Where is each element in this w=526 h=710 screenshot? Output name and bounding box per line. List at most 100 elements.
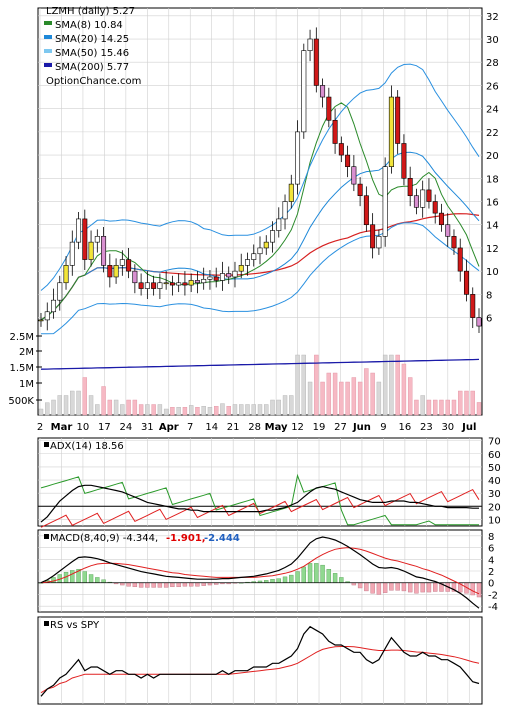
macd-hist-bar-25 [195,582,200,587]
candle-body-17 [144,282,150,289]
volume-bar-2 [51,399,56,416]
x-tick-4: 24 [119,422,132,433]
volume-bar-9 [95,404,100,416]
rs-panel-frame [37,616,483,705]
volume-bar-17 [145,404,150,416]
price-y-tick-13: 32 [486,12,499,23]
macd-hist-bar-22 [176,582,181,588]
candle-body-49 [345,154,351,167]
candle-body-55 [382,166,388,237]
volume-bar-41 [295,354,300,416]
macd-hist-bar-52 [364,582,369,592]
candle-body-13 [119,259,125,266]
volume-tick-1: 1M [19,379,34,390]
candle-body-51 [357,183,363,197]
volume-bar-45 [320,381,325,416]
sma8-line [40,102,480,321]
volume-bar-14 [126,399,131,416]
sma200-line [40,358,480,370]
legend-label-1: SMA(8) 10.84 [55,20,123,31]
candle-body-25 [194,280,200,284]
macd-hist-bar-15 [132,582,138,588]
macd-hist-bar-45 [320,564,325,583]
volume-bar-67 [458,390,463,416]
macd-hist-bar-39 [282,576,288,583]
macd-hist-bar-48 [339,577,344,583]
legend-label-4: SMA(200) 5.77 [55,62,129,73]
macd-hist-bar-44 [314,563,319,583]
macd-hist-bar-43 [307,563,313,583]
volume-bar-19 [157,404,163,416]
candle-body-10 [101,236,107,266]
macd-y-tick-6: 8 [488,532,494,543]
macd-hist-bar-62 [426,582,432,593]
candle-body-2 [51,299,57,313]
macd-legend-label-0: MACD(8,40,9) -4.344, [50,533,158,544]
candle-body-42 [301,50,307,133]
candle-body-47 [332,119,338,144]
volume-bar-22 [176,407,181,416]
macd-hist-bar-26 [201,582,206,586]
volume-bar-27 [207,407,213,416]
rs-legend-swatch [44,621,49,626]
volume-bar-62 [426,399,432,416]
volume-bar-35 [257,404,263,416]
volume-bar-26 [201,406,206,416]
macd-hist-bar-24 [188,582,194,587]
volume-bar-64 [439,399,444,416]
price-y-tick-3: 12 [486,244,499,255]
volume-bar-32 [239,404,244,416]
macd-y-tick-4: 4 [488,555,494,566]
candle-body-37 [270,230,276,243]
volume-bar-18 [151,404,156,416]
candle-body-23 [182,282,188,286]
candle-body-63 [432,201,438,214]
candle-body-18 [151,282,157,289]
candle-body-66 [451,236,457,249]
macd-hist-bar-58 [401,582,407,592]
legend-label-3: SMA(50) 15.46 [55,48,129,59]
x-tick-3: 17 [98,422,111,433]
volume-bar-25 [195,407,200,416]
volume-bar-58 [401,363,407,416]
price-y-tick-7: 20 [486,151,499,162]
macd-hist-bar-57 [395,582,400,591]
candle-body-19 [157,282,163,289]
upper-band-line [40,63,480,291]
macd-hist-bar-59 [407,582,413,593]
x-tick-11: May [265,422,288,433]
macd-hist-bar-8 [88,574,94,583]
volume-bar-33 [245,404,250,416]
price-y-tick-2: 10 [486,267,499,278]
adx-legend-label: ADX(14) 18.56 [50,441,124,452]
candle-body-27 [207,276,213,280]
candle-body-1 [44,311,50,321]
rs-line [40,625,480,697]
macd-hist-bar-18 [151,582,156,588]
macd-hist-bar-41 [295,571,300,583]
volume-bar-68 [464,390,469,416]
candle-body-68 [463,270,469,295]
volume-bar-48 [339,381,344,416]
price-y-tick-4: 14 [486,221,499,232]
candle-body-31 [232,270,238,278]
price-y-tick-5: 16 [486,198,499,209]
volume-bar-43 [307,381,313,416]
volume-bar-20 [163,408,169,416]
macd-y-tick-0: -4 [488,602,498,613]
x-tick-18: 23 [420,422,433,433]
candle-body-5 [69,241,75,266]
adx-y-tick-2: 30 [488,489,501,500]
x-tick-9: 21 [227,422,240,433]
candle-body-21 [169,282,175,286]
candle-body-44 [313,38,319,86]
macd-hist-bar-60 [414,582,419,594]
volume-bar-44 [314,354,319,416]
adx-y-tick-6: 70 [488,437,501,448]
macd-hist-bar-40 [289,574,294,583]
candle-body-40 [288,183,294,202]
volume-bar-60 [414,399,419,416]
volume-tick-2: 1.5M [9,363,34,374]
volume-bar-28 [213,406,219,416]
volume-bar-8 [88,395,94,416]
